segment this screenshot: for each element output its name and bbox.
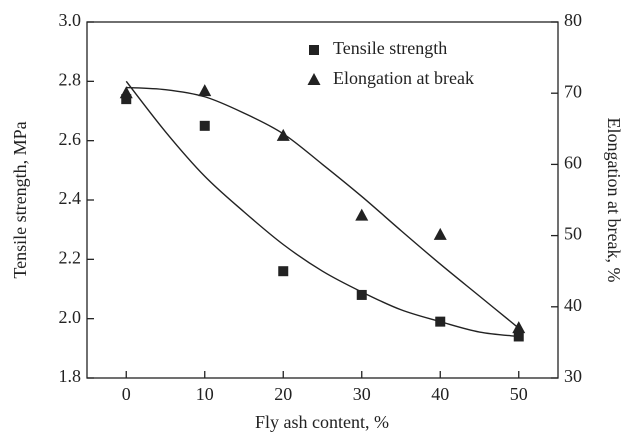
x-tick-label: 50	[510, 384, 528, 404]
y-tick-label: 2.4	[59, 188, 82, 208]
fit-curve	[126, 86, 520, 329]
y-tick-label: 2.8	[59, 69, 82, 89]
y-tick-label: 2.2	[59, 247, 82, 267]
triangle-marker	[307, 73, 321, 85]
x-tick-label: 30	[353, 384, 371, 404]
legend-label: Tensile strength	[333, 38, 447, 58]
x-tick-label: 10	[196, 384, 214, 404]
y2-tick-label: 30	[564, 366, 582, 386]
square-marker	[278, 266, 289, 277]
y2-axis-label: Elongation at break, %	[604, 118, 624, 283]
y-tick-label: 2.0	[59, 307, 82, 327]
triangle-marker	[276, 128, 290, 141]
square-marker	[199, 120, 210, 131]
triangle-marker	[355, 208, 369, 221]
y-tick-label: 2.6	[59, 129, 82, 149]
triangle-marker	[512, 321, 526, 334]
square-marker	[513, 331, 524, 342]
square-marker	[121, 94, 132, 105]
square-marker	[435, 316, 446, 327]
x-tick-label: 20	[274, 384, 292, 404]
legend-label: Elongation at break	[333, 68, 474, 88]
y2-tick-label: 60	[564, 153, 582, 173]
y2-tick-label: 70	[564, 81, 582, 101]
triangle-marker	[198, 84, 212, 97]
fit-curve	[125, 80, 519, 338]
y2-tick-label: 80	[564, 10, 582, 30]
x-tick-label: 40	[431, 384, 449, 404]
y-tick-label: 1.8	[59, 366, 82, 386]
y2-tick-label: 50	[564, 224, 582, 244]
y2-tick-label: 40	[564, 295, 582, 315]
square-marker	[309, 45, 319, 55]
y-axis-label: Tensile strength, MPa	[10, 121, 30, 278]
plot-frame	[86, 21, 559, 379]
y-tick-label: 3.0	[59, 10, 82, 30]
square-marker	[356, 289, 367, 300]
x-axis-label: Fly ash content, %	[255, 412, 389, 432]
triangle-marker	[433, 227, 447, 240]
triangle-marker	[119, 86, 133, 99]
x-tick-label: 0	[122, 384, 131, 404]
